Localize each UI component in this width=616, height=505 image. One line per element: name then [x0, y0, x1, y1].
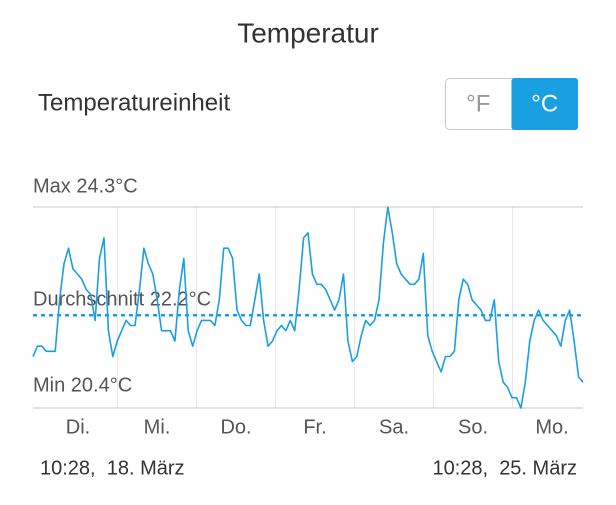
average-label: Durchschnitt 22.2°C	[33, 288, 211, 310]
title: Temperatur	[237, 17, 379, 48]
day-label: Mi.	[144, 416, 171, 438]
unit-label: Temperatureinheit	[38, 89, 230, 116]
toggle-option-label[interactable]: °C	[531, 90, 558, 117]
end-label: 10:28, 25. März	[432, 457, 577, 479]
chart: Max 24.3°C Durchschnitt 22.2°C Min 20.4°C D…	[32, 175, 584, 479]
toggle-selected[interactable]	[511, 78, 579, 130]
day-label: Di.	[66, 416, 90, 438]
toggle-option-label[interactable]: °F	[466, 90, 490, 117]
day-label: Do.	[220, 416, 251, 438]
day-label: Fr.	[303, 416, 326, 438]
start-label: 10:28, 18. März	[40, 457, 185, 479]
temperature-line	[32, 206, 584, 409]
day-label: Sa.	[379, 416, 409, 438]
unit-toggle: °F °C	[445, 78, 579, 130]
min-label: Min 20.4°C	[33, 374, 132, 396]
day-label: Mo.	[535, 416, 568, 438]
day-label: So.	[458, 416, 488, 438]
max-label: Max 24.3°C	[33, 175, 138, 197]
